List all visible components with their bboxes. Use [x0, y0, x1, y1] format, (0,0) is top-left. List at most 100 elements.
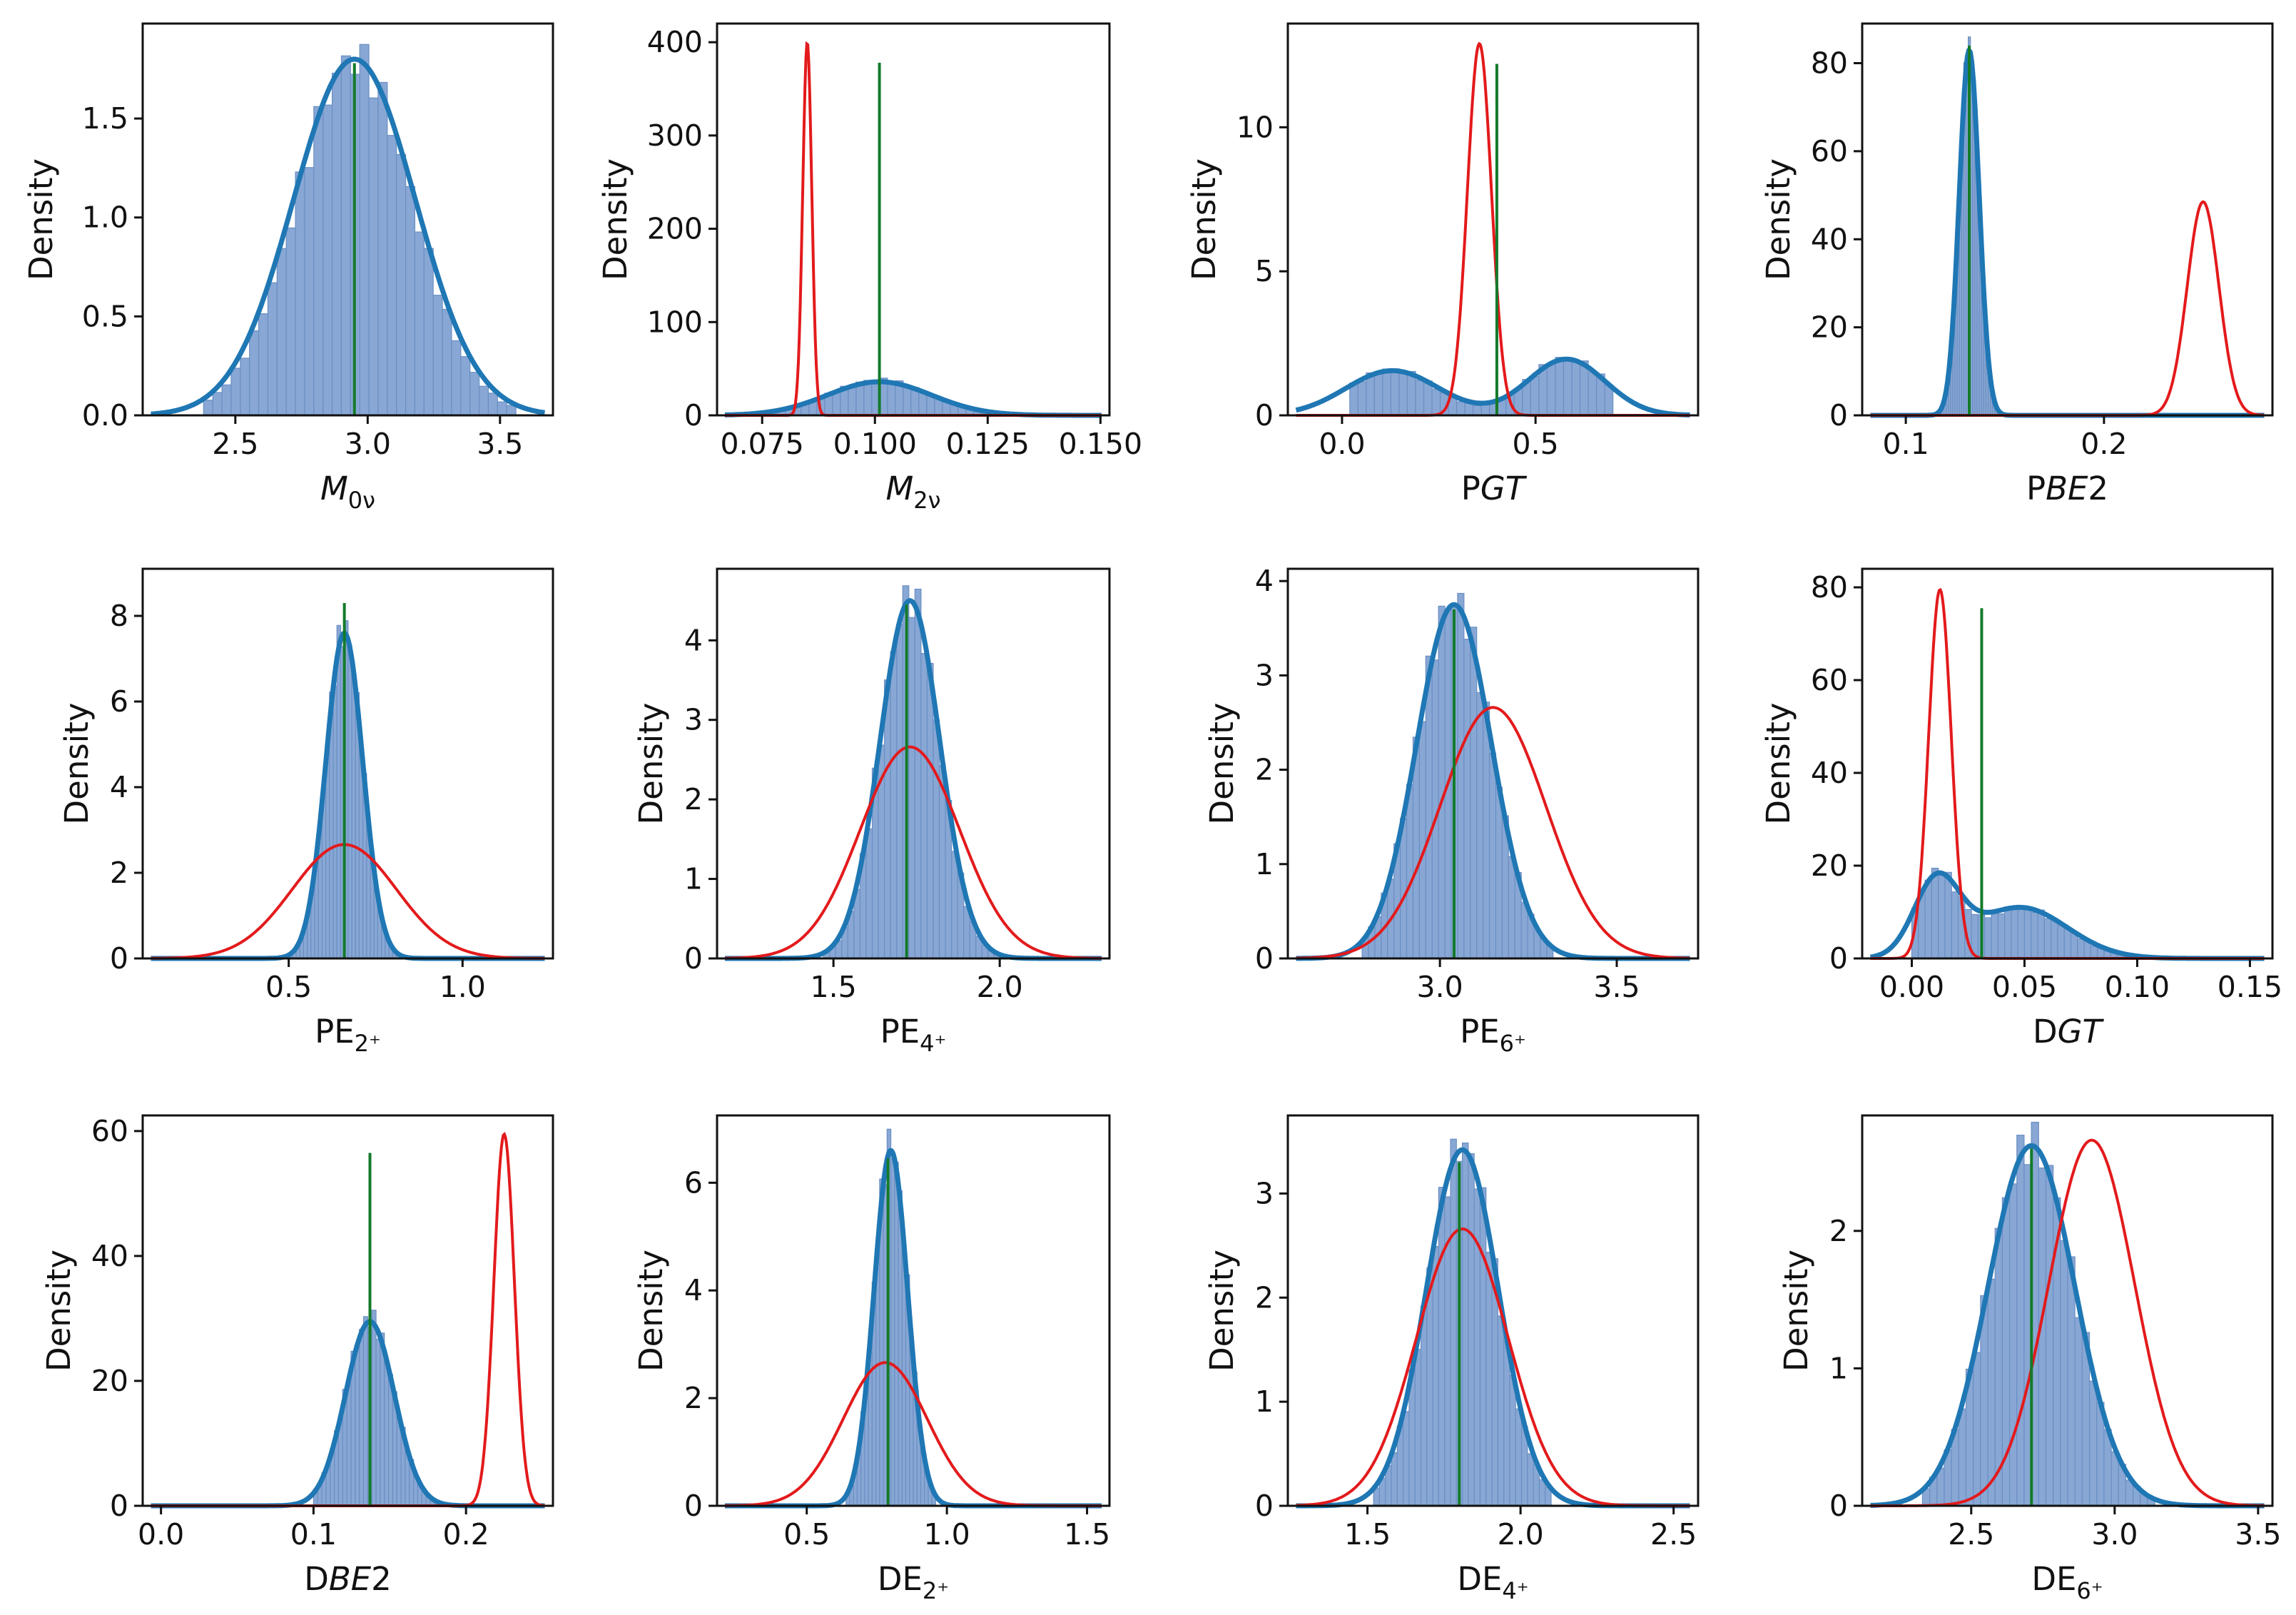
hist-bar	[359, 1329, 365, 1507]
x-tick-label: 0.10	[2105, 970, 2170, 1004]
hist-bar	[1476, 692, 1484, 959]
hist-bar	[451, 340, 462, 416]
hist-bar	[1382, 368, 1392, 416]
x-tick-label: 1.5	[811, 970, 857, 1004]
hist-bar	[423, 248, 434, 416]
x-axis-title: DE2⁺	[878, 1560, 949, 1604]
hist-bar	[387, 135, 397, 416]
y-axis-title: Density	[1203, 1250, 1241, 1372]
y-tick-label: 80	[1811, 570, 1848, 604]
axes-frame	[1286, 1114, 1700, 1507]
y-tick-label: 20	[91, 1364, 128, 1398]
hist-bar	[1468, 1153, 1475, 1507]
hist-bar	[1425, 655, 1433, 959]
hist-bar	[346, 1383, 352, 1507]
hist-bar	[347, 644, 352, 959]
prior-curve	[725, 745, 1102, 960]
y-tick-label: 60	[1811, 134, 1848, 168]
x-tick-label: 1.0	[440, 970, 486, 1004]
hist-bar	[884, 679, 891, 959]
panel-11: 1.5 2.0 2.5 0 1 2 3 Density DE4⁺	[1203, 1114, 1700, 1604]
hist-bar	[1555, 357, 1565, 416]
hist-bar	[1391, 1452, 1398, 1507]
axes-frame	[1861, 22, 2274, 417]
hist-bar	[890, 1158, 895, 1507]
hist-bar	[478, 385, 489, 416]
hist-bar	[2003, 906, 2012, 959]
y-tick-label: 4	[684, 623, 703, 657]
prior-curve	[1296, 41, 1690, 417]
hist-bar	[2038, 1167, 2047, 1507]
hist-bar	[848, 385, 857, 416]
hist-bar	[460, 356, 471, 416]
y-tick-label: 0	[1829, 1489, 1848, 1523]
hist-bar	[1931, 867, 1939, 959]
hist-bar	[1530, 375, 1540, 416]
hist-bar	[2090, 945, 2098, 959]
x-tick-label: 0.1	[1883, 427, 1929, 461]
x-tick-label: 3.5	[477, 427, 523, 461]
hist-bar	[358, 754, 364, 959]
y-tick-label: 6	[684, 1165, 703, 1200]
y-tick-label: 3	[1255, 1176, 1274, 1210]
x-tick-label: 1.0	[924, 1517, 970, 1551]
panel-5: 0.5 1.0 0 2 4 6 8 Density PE2⁺	[58, 567, 554, 1057]
hist-bar	[221, 384, 232, 416]
panel-7: 3.0 3.5 0 1 2 3 4 Density PE6⁺	[1203, 564, 1700, 1057]
hist-bar	[258, 313, 269, 416]
prior-curve	[1296, 706, 1690, 960]
y-tick-label: 2	[684, 1381, 703, 1415]
hist-bar	[1546, 363, 1556, 416]
hist-bar	[405, 186, 416, 416]
y-tick-label: 4	[684, 1273, 703, 1307]
hist-bar	[920, 653, 928, 959]
y-tick-label: 20	[1811, 310, 1848, 345]
hist-bar	[1527, 1453, 1534, 1507]
x-tick-label: 2.5	[1650, 1517, 1697, 1551]
hist-bar	[230, 368, 241, 416]
hist-bar	[487, 393, 498, 416]
hist-bar	[1457, 592, 1465, 959]
x-tick-label: 0.0	[138, 1517, 184, 1551]
x-axis-title: DBE2	[304, 1560, 392, 1598]
hist-bar	[1403, 1411, 1410, 1507]
x-tick-label: 3.5	[2235, 1517, 2281, 1551]
hist-bar	[1420, 1305, 1428, 1507]
hist-bar	[203, 400, 213, 416]
x-tick-label: 3.0	[345, 427, 391, 461]
x-tick-label: 1.5	[1064, 1517, 1110, 1551]
panel-9: 0.0 0.1 0.2 0 20 40 60 Density DBE2	[40, 1114, 554, 1598]
y-tick-label: 6	[110, 684, 128, 719]
hist-bar	[368, 97, 379, 416]
hist-bar	[1473, 1188, 1481, 1507]
x-tick-label: 2.0	[1498, 1517, 1544, 1551]
x-tick-label: 0.2	[2081, 427, 2127, 461]
hist-bar	[1431, 388, 1441, 416]
hist-bar	[1414, 1349, 1422, 1507]
hist-bar	[1485, 1252, 1493, 1507]
y-tick-label: 0	[1255, 941, 1274, 976]
y-tick-label: 0	[1829, 398, 1848, 432]
hist-bar	[359, 44, 370, 416]
x-tick-label: 0.2	[443, 1517, 489, 1551]
hist-bar	[1938, 874, 1946, 959]
y-tick-label: 2	[1255, 1280, 1274, 1315]
y-tick-label: 8	[110, 599, 128, 633]
hist-bar	[340, 55, 351, 416]
hist-bar	[887, 383, 896, 416]
hist-bar	[2037, 909, 2045, 959]
hist-bar	[2070, 932, 2078, 959]
y-tick-label: 0	[110, 1489, 128, 1523]
hist-bar	[1438, 605, 1446, 959]
y-tick-label: 4	[110, 770, 128, 804]
hist-bar	[1357, 381, 1367, 416]
panel-2: 0.075 0.100 0.125 0.150 0 100 200 300 400 Density…	[596, 22, 1142, 514]
x-axis-title: DE4⁺	[1457, 1560, 1528, 1604]
hist-bar	[1918, 893, 1926, 959]
hist-bar	[894, 1161, 899, 1507]
hist-bar	[1479, 1187, 1487, 1507]
axes-frame	[716, 1114, 1111, 1507]
x-axis-title: PBE2	[2026, 470, 2108, 507]
panel-3: 0.0 0.5 0 5 10 Density PGT	[1185, 22, 1700, 507]
hist-bar	[1497, 1315, 1505, 1507]
